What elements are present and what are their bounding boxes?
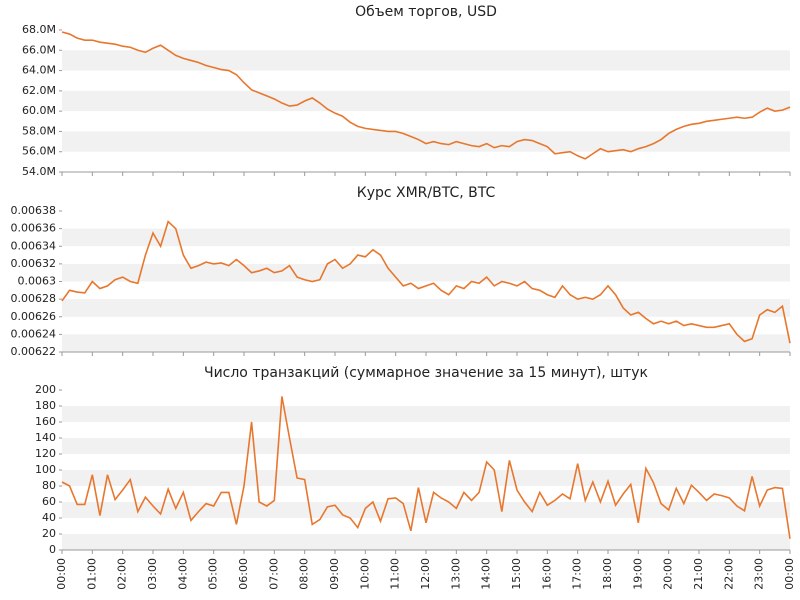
grid-band	[62, 50, 790, 71]
x-tick-label: 21:00	[692, 558, 705, 590]
x-tick-label: 04:00	[176, 558, 189, 590]
chart-title: Объем торгов, USD	[355, 4, 497, 20]
data-line	[61, 396, 791, 539]
x-tick-label: 06:00	[237, 558, 250, 590]
y-tick-label: 0.00632	[11, 257, 57, 270]
y-tick-label: 40	[42, 511, 56, 524]
x-tick-label: 00:00	[783, 558, 796, 590]
x-tick-label: 12:00	[419, 558, 432, 590]
y-tick-label: 0	[49, 543, 56, 556]
y-tick-label: 0.00634	[11, 239, 57, 252]
x-tick-label: 14:00	[480, 558, 493, 590]
x-tick-label: 09:00	[328, 558, 341, 590]
data-line	[61, 31, 791, 160]
chart-title: Курс XMR/BTC, BTC	[357, 185, 496, 201]
y-tick-label: 200	[35, 383, 56, 396]
y-tick-label: 68.0M	[22, 23, 56, 36]
x-tick-label: 02:00	[116, 558, 129, 590]
y-tick-label: 0.00626	[11, 310, 57, 323]
x-tick-label: 08:00	[298, 558, 311, 590]
x-tick-label: 07:00	[267, 558, 280, 590]
y-tick-label: 58.0M	[22, 124, 56, 137]
x-tick-label: 11:00	[389, 558, 402, 590]
y-tick-label: 62.0M	[22, 84, 56, 97]
grid-band	[62, 438, 790, 454]
y-tick-label: 0.00622	[11, 345, 57, 358]
y-tick-label: 0.0063	[18, 275, 57, 288]
chart-title: Число транзакций (суммарное значение за …	[204, 365, 648, 381]
x-tick-label: 17:00	[571, 558, 584, 590]
x-tick-label: 23:00	[753, 558, 766, 590]
y-tick-label: 120	[35, 447, 56, 460]
x-tick-label: 15:00	[510, 558, 523, 590]
grid-band	[62, 406, 790, 422]
y-tick-label: 56.0M	[22, 145, 56, 158]
y-tick-label: 54.0M	[22, 165, 56, 178]
y-tick-label: 64.0M	[22, 64, 56, 77]
y-tick-label: 0.00624	[11, 327, 57, 340]
grid-band	[62, 502, 790, 518]
x-tick-label: 22:00	[722, 558, 735, 590]
y-tick-label: 0.00636	[11, 222, 57, 235]
x-tick-label: 19:00	[631, 558, 644, 590]
x-tick-label: 10:00	[358, 558, 371, 590]
y-tick-label: 180	[35, 399, 56, 412]
grid-band	[62, 334, 790, 352]
grid-band	[62, 470, 790, 486]
y-tick-label: 80	[42, 479, 56, 492]
x-tick-label: 03:00	[146, 558, 159, 590]
x-tick-label: 18:00	[601, 558, 614, 590]
y-tick-label: 0.00638	[11, 204, 57, 217]
y-tick-label: 60.0M	[22, 104, 56, 117]
grid-band	[62, 263, 790, 282]
grid-band	[62, 90, 790, 112]
x-tick-label: 13:00	[449, 558, 462, 590]
y-tick-label: 100	[35, 463, 56, 476]
x-tick-label: 01:00	[85, 558, 98, 590]
y-tick-label: 60	[42, 495, 56, 508]
data-line	[61, 220, 791, 344]
x-tick-label: 05:00	[207, 558, 220, 590]
grid-band	[62, 299, 790, 317]
x-tick-label: 20:00	[662, 558, 675, 590]
grid-band	[62, 534, 790, 550]
grid-band	[62, 131, 790, 152]
y-tick-label: 140	[35, 431, 56, 444]
x-tick-label: 00:00	[55, 558, 68, 590]
y-tick-label: 0.00628	[11, 292, 57, 305]
y-tick-label: 20	[42, 527, 56, 540]
y-tick-label: 160	[35, 415, 56, 428]
grid-band	[62, 228, 790, 247]
x-tick-label: 16:00	[540, 558, 553, 590]
y-tick-label: 66.0M	[22, 43, 56, 56]
